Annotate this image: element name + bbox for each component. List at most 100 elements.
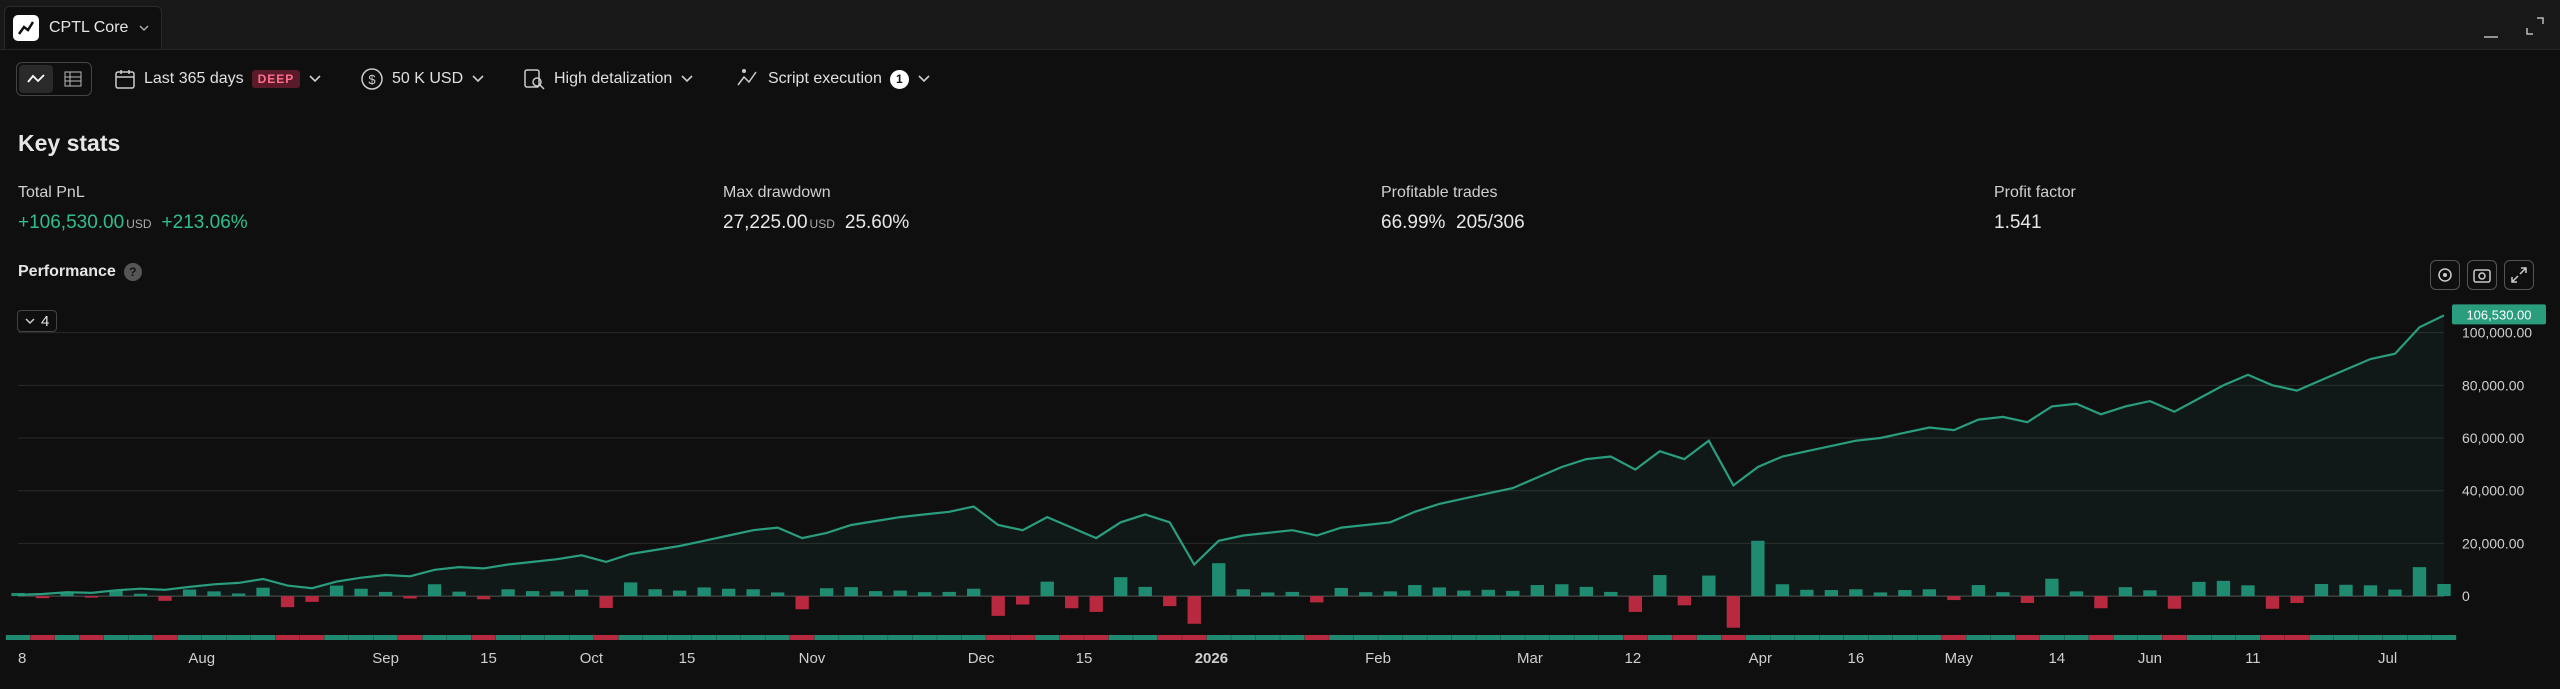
pnl-bar bbox=[2412, 567, 2427, 597]
trade-strip bbox=[2309, 635, 2334, 640]
pnl-bar bbox=[305, 596, 319, 602]
y-tick-label: 0 bbox=[2462, 588, 2470, 604]
pnl-bar bbox=[2216, 580, 2231, 597]
x-tick-label: 16 bbox=[1848, 650, 1865, 667]
pnl-bar bbox=[1726, 596, 1741, 628]
pnl-bar bbox=[84, 596, 99, 598]
trade-strip bbox=[618, 635, 643, 640]
pnl-bar bbox=[672, 590, 687, 597]
trade-strip bbox=[1549, 635, 1574, 640]
trade-strip bbox=[741, 635, 766, 640]
pnl-bar bbox=[2241, 585, 2255, 597]
pnl-bar bbox=[207, 591, 221, 597]
pnl-bar bbox=[1481, 589, 1495, 597]
pnl-bar bbox=[2192, 581, 2206, 597]
pnl-bar bbox=[574, 589, 589, 597]
pnl-bar bbox=[476, 596, 491, 600]
stat-value: 66.99% bbox=[1381, 212, 1446, 233]
detail-icon bbox=[524, 69, 545, 90]
trade-strip bbox=[1451, 635, 1476, 640]
pnl-bar bbox=[2437, 583, 2451, 597]
help-icon[interactable]: ? bbox=[123, 263, 142, 281]
pnl-bar bbox=[2094, 596, 2108, 609]
fullscreen-button[interactable] bbox=[2504, 260, 2534, 290]
trade-strip bbox=[250, 635, 276, 640]
trade-strip bbox=[1500, 635, 1525, 640]
table-view-icon[interactable] bbox=[64, 71, 82, 87]
trade-strip bbox=[1843, 635, 1869, 640]
trade-strip bbox=[1696, 635, 1721, 640]
stat-ratio: 205/306 bbox=[1456, 212, 1525, 233]
trade-strip bbox=[324, 635, 349, 640]
pnl-bar bbox=[770, 592, 785, 597]
performance-chart: 0 20,000.00 40,000.00 60,000.00 80,000.00 100… bbox=[5, 304, 2546, 667]
trade-strip bbox=[1623, 635, 1648, 640]
series-toggle[interactable]: 4 bbox=[17, 310, 58, 332]
pnl-bar bbox=[2118, 587, 2133, 597]
trade-strip bbox=[1084, 635, 1109, 640]
pnl-bar bbox=[1530, 585, 1544, 597]
script-selector[interactable]: Script execution 1 bbox=[736, 60, 931, 98]
trade-strip bbox=[2333, 635, 2359, 640]
trade-strip bbox=[1427, 635, 1452, 640]
pnl-bar bbox=[942, 591, 956, 597]
pnl-bar bbox=[893, 590, 907, 597]
pnl-bar bbox=[1677, 596, 1692, 606]
minimize-button[interactable] bbox=[2482, 22, 2500, 40]
capital-label: 50 K USD bbox=[392, 70, 464, 87]
trade-strip bbox=[2015, 635, 2040, 640]
pnl-bar bbox=[378, 591, 393, 597]
pnl-bar bbox=[1506, 590, 1520, 597]
pnl-bar bbox=[2314, 583, 2329, 597]
pnl-bar bbox=[354, 588, 368, 597]
pnl-bar bbox=[1359, 592, 1373, 597]
trade-strip bbox=[569, 635, 594, 640]
trade-strip bbox=[54, 635, 80, 640]
screenshot-button[interactable] bbox=[2467, 260, 2497, 290]
detail-selector[interactable]: High detalization bbox=[522, 60, 694, 98]
pnl-bar bbox=[1898, 590, 1912, 597]
trade-strip bbox=[2162, 635, 2187, 640]
tab[interactable]: CPTL Core bbox=[4, 6, 162, 49]
pnl-bar bbox=[280, 596, 295, 608]
trade-strip bbox=[937, 635, 962, 640]
line-view-icon[interactable] bbox=[26, 71, 46, 87]
pnl-bar bbox=[1334, 587, 1348, 597]
settings-button[interactable] bbox=[2430, 260, 2460, 290]
trade-strip bbox=[201, 635, 227, 640]
pnl-bar bbox=[1849, 589, 1863, 597]
stat-profitable-trades: Profitable trades 66.99% 205/306 bbox=[1381, 184, 1525, 234]
period-selector[interactable]: Last 365 days DEEP bbox=[114, 60, 322, 98]
y-tick-label: 80,000.00 bbox=[2462, 377, 2524, 393]
pnl-bar bbox=[501, 589, 515, 597]
pnl-bar bbox=[1604, 591, 1618, 597]
pnl-bar bbox=[1996, 592, 2010, 597]
expand-button[interactable] bbox=[2525, 16, 2545, 36]
pnl-bar bbox=[1457, 590, 1471, 597]
chevron bbox=[918, 75, 930, 83]
stat-value: 1.541 bbox=[1994, 212, 2042, 233]
stat-max-drawdown: Max drawdown 27,225.00 USD 25.60% bbox=[723, 184, 909, 234]
trade-strip bbox=[912, 635, 937, 640]
pnl-bar bbox=[60, 592, 74, 597]
capital-selector[interactable]: $ 50 K USD bbox=[360, 60, 485, 98]
trade-strip bbox=[1059, 635, 1084, 640]
toolbar: Last 365 days DEEP $ 50 K USD High detal… bbox=[0, 60, 2560, 100]
view-toggle[interactable] bbox=[16, 62, 92, 96]
trade-strip bbox=[495, 635, 521, 640]
pnl-bar bbox=[1261, 592, 1275, 597]
pnl-bar bbox=[1016, 596, 1030, 605]
trade-strip bbox=[839, 635, 864, 640]
trade-strip bbox=[226, 635, 251, 640]
pnl-bar bbox=[1873, 592, 1888, 597]
trade-strip bbox=[2407, 635, 2432, 640]
trade-strip bbox=[1794, 635, 1819, 640]
trade-strip bbox=[422, 635, 447, 640]
pnl-bar bbox=[109, 590, 123, 597]
trade-strip bbox=[1819, 635, 1844, 640]
trade-strip bbox=[2186, 635, 2212, 640]
pnl-bar bbox=[1187, 596, 1201, 624]
trade-strip bbox=[1525, 635, 1550, 640]
expand-icon bbox=[2511, 267, 2527, 283]
